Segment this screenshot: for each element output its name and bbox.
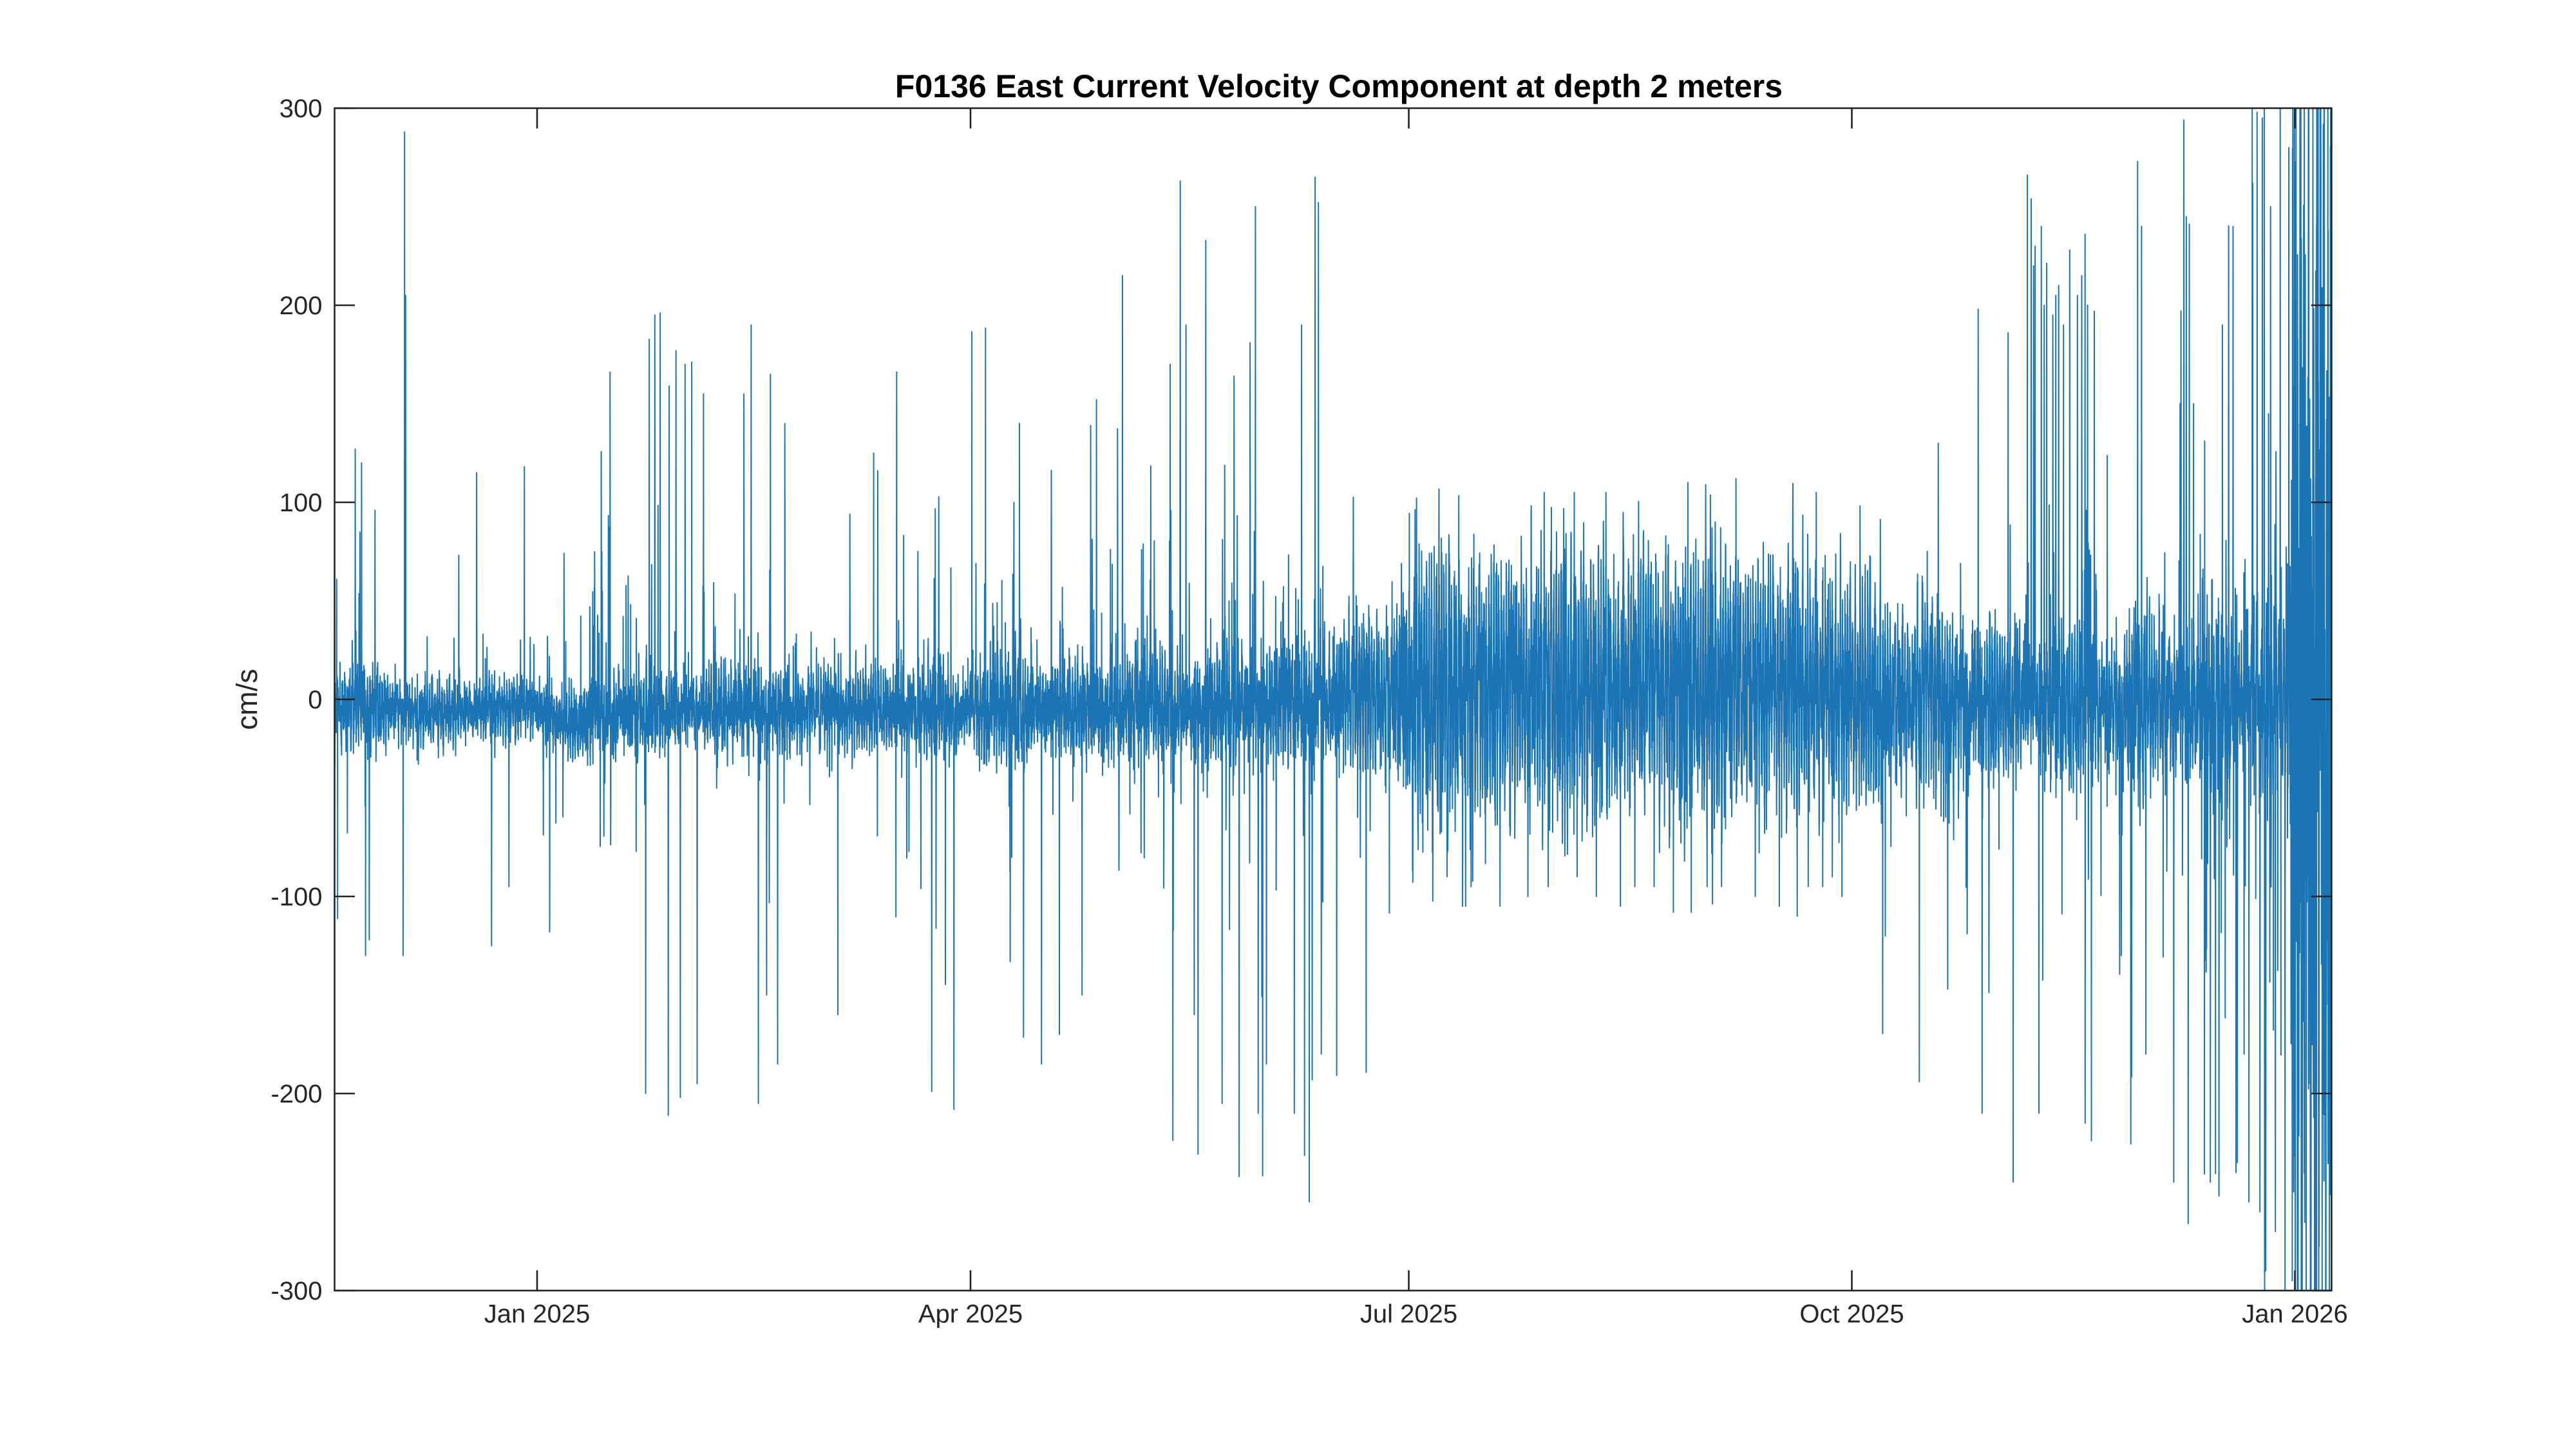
svg-text:Apr 2025: Apr 2025 <box>918 1300 1023 1328</box>
svg-text:300: 300 <box>279 95 323 123</box>
svg-text:Jan 2025: Jan 2025 <box>484 1300 591 1328</box>
svg-text:Jul 2025: Jul 2025 <box>1360 1300 1457 1328</box>
svg-text:-200: -200 <box>270 1080 322 1108</box>
svg-text:cm/s: cm/s <box>231 669 263 730</box>
svg-text:0: 0 <box>308 686 322 714</box>
svg-text:100: 100 <box>279 489 323 517</box>
svg-text:-300: -300 <box>270 1277 322 1305</box>
svg-text:Oct 2025: Oct 2025 <box>1799 1300 1904 1328</box>
svg-text:-100: -100 <box>270 883 322 911</box>
svg-text:Jan 2026: Jan 2026 <box>2242 1300 2348 1328</box>
svg-text:F0136 East Current Velocity Co: F0136 East Current Velocity Component at… <box>895 68 1783 104</box>
svg-text:200: 200 <box>279 292 323 320</box>
